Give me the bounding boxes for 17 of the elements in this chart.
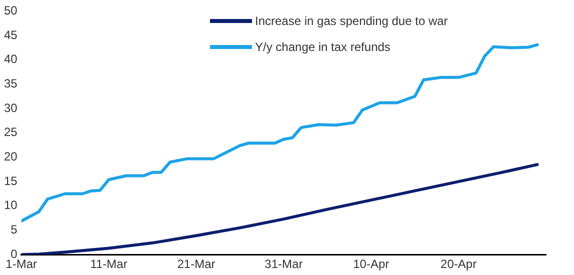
x-tick-label: 11-Mar — [90, 257, 128, 272]
y-tick-label: 20 — [4, 150, 18, 164]
y-tick-label: 10 — [4, 198, 18, 212]
legend-label: Y/y change in tax refunds — [255, 40, 390, 54]
x-tick-label: 20-Apr — [440, 257, 477, 272]
x-tick-label: 31-Mar — [264, 257, 303, 272]
y-tick-label: 50 — [4, 4, 18, 18]
x-tick-label: 21-Mar — [177, 257, 216, 272]
y-tick-label: 30 — [4, 100, 18, 115]
y-tick-label: 15 — [4, 174, 18, 188]
y-tick-label: 25 — [4, 125, 18, 140]
y-tick-label: 35 — [4, 76, 18, 91]
legend-label: Increase in gas spending due to war — [255, 14, 448, 28]
y-tick-label: 40 — [4, 52, 18, 66]
y-tick-label: 45 — [4, 28, 18, 42]
x-tick-label: 10-Apr — [353, 257, 390, 272]
y-tick-label: 5 — [10, 222, 18, 237]
